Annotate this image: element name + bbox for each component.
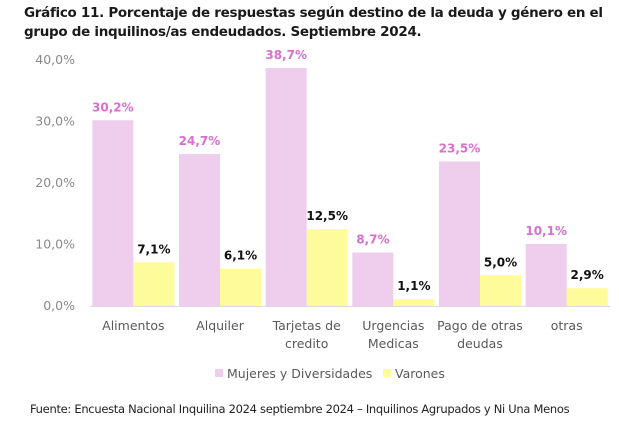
- bar-varones: [566, 288, 608, 306]
- data-label: 7,1%: [137, 242, 170, 256]
- data-label: 30,2%: [92, 100, 134, 114]
- bar-mujeres: [439, 161, 480, 306]
- bar-varones: [306, 229, 348, 306]
- data-label: 38,7%: [265, 48, 307, 62]
- x-tick-label: deudas: [457, 336, 503, 351]
- legend-label: Mujeres y Diversidades: [227, 366, 372, 381]
- data-label: 23,5%: [439, 141, 481, 155]
- data-label: 8,7%: [356, 232, 389, 246]
- x-tick-label: Pago de otras: [437, 318, 523, 333]
- source-note: Fuente: Encuesta Nacional Inquilina 2024…: [30, 402, 570, 416]
- x-tick-label: Alimentos: [102, 318, 164, 333]
- x-tick-label: otras: [551, 318, 583, 333]
- bar-varones: [393, 299, 435, 306]
- x-tick-label: Medicas: [368, 336, 419, 351]
- bar-mujeres: [352, 252, 394, 306]
- x-tick-label: Tarjetas de: [272, 318, 342, 333]
- bar-varones: [220, 268, 261, 306]
- x-tick-label: Urgencias: [362, 318, 424, 333]
- x-tick-label: credito: [285, 336, 328, 351]
- data-label: 24,7%: [179, 134, 221, 148]
- y-tick-label: 30,0%: [35, 114, 75, 129]
- legend-swatch: [383, 369, 391, 377]
- bar-mujeres: [525, 243, 567, 306]
- data-label: 10,1%: [525, 224, 567, 238]
- bar-varones: [480, 275, 521, 306]
- y-tick-label: 10,0%: [35, 237, 75, 252]
- data-label: 1,1%: [397, 279, 430, 293]
- data-label: 5,0%: [484, 255, 517, 269]
- data-label: 12,5%: [306, 209, 348, 223]
- y-tick-label: 20,0%: [35, 175, 75, 190]
- x-tick-label: Alquiler: [196, 318, 245, 333]
- bar-varones: [133, 262, 175, 306]
- bar-mujeres: [179, 154, 220, 306]
- legend-swatch: [215, 369, 223, 377]
- data-label: 6,1%: [224, 248, 257, 262]
- chart-title: Gráfico 11. Porcentaje de respuestas seg…: [24, 5, 603, 40]
- data-label: 2,9%: [571, 268, 604, 282]
- bar-mujeres: [92, 120, 134, 307]
- legend-label: Varones: [395, 366, 445, 381]
- y-tick-label: 0,0%: [43, 298, 75, 313]
- bar-mujeres: [265, 67, 307, 307]
- y-tick-label: 40,0%: [35, 52, 75, 67]
